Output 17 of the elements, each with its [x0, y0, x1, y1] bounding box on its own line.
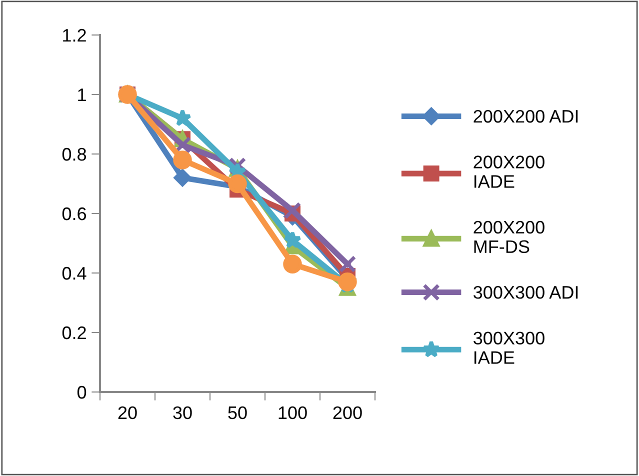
- y-tick-label: 0.2: [62, 326, 86, 340]
- y-tick-label: 0.4: [62, 266, 86, 280]
- x-tick-label: 30: [173, 406, 192, 420]
- legend-label: 200X200 ADI: [474, 110, 578, 123]
- y-tick-label: 0: [77, 386, 86, 399]
- y-tick-label: 1.2: [63, 28, 86, 42]
- legend-label: 300X300 IADE: [474, 332, 544, 364]
- legend-label: 200X200 IADE: [474, 156, 544, 188]
- legend-label: 200X200 MF-DS: [474, 220, 544, 254]
- y-tick-label: 0.8: [62, 148, 86, 161]
- legend-label: 300X300 ADI: [474, 286, 578, 299]
- x-tick-label: 50: [228, 406, 247, 420]
- x-tick-label: 20: [118, 406, 137, 420]
- x-tick-label: 200: [333, 406, 362, 420]
- y-tick-label: 1: [78, 88, 86, 102]
- x-tick-label: 100: [278, 406, 307, 420]
- y-tick-label: 0.6: [62, 207, 86, 220]
